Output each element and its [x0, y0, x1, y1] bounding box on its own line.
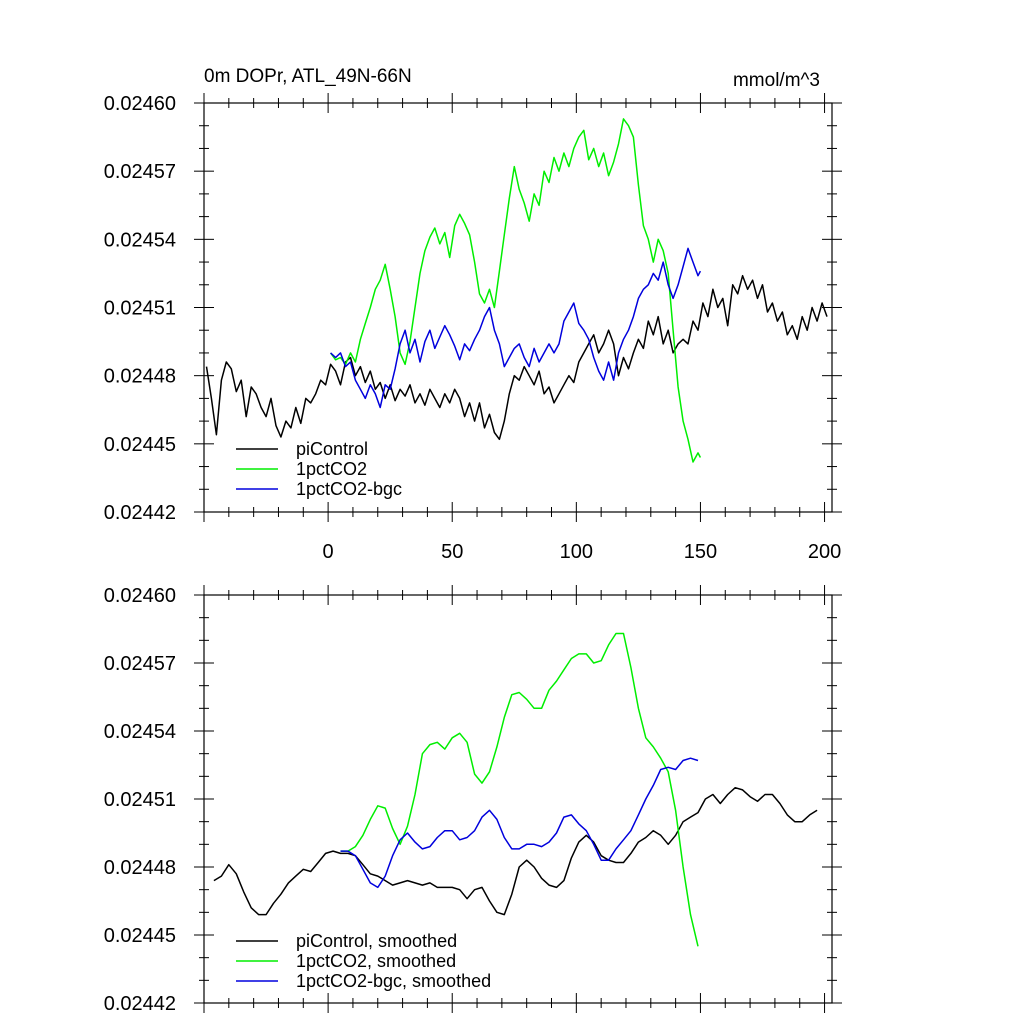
series-line	[340, 632, 699, 947]
legend-label: 1pctCO2-bgc	[296, 479, 402, 499]
y-tick-label: 0.02442	[104, 502, 176, 524]
y-tick-label: 0.02448	[104, 857, 176, 879]
y-tick-label: 0.02445	[104, 434, 176, 456]
y-tick-label: 0.02454	[104, 721, 176, 743]
x-tick-label: 50	[441, 541, 463, 563]
x-tick-label: 100	[560, 541, 593, 563]
y-tick-label: 0.02448	[104, 366, 176, 388]
legend-label: 1pctCO2, smoothed	[296, 951, 456, 971]
chart-panel-top: 0m DOPr, ATL_49N-66N mmol/m^3 0.02442 0.0…	[104, 66, 842, 563]
legend-label: piControl	[296, 439, 368, 459]
legend-label: 1pctCO2	[296, 459, 367, 479]
series-line	[330, 247, 702, 409]
y-tick-label: 0.02451	[104, 298, 176, 320]
x-tick-label: 200	[808, 541, 841, 563]
chart-title: 0m DOPr, ATL_49N-66N	[204, 66, 412, 87]
legend-label: piControl, smoothed	[296, 931, 457, 951]
chart-panel-bottom: 0.02442 0.02445 0.02448 0.02451 0.02454 0.024…	[104, 585, 842, 1015]
chart-units-label: mmol/m^3	[733, 70, 820, 91]
x-tick-label: 0	[323, 541, 334, 563]
series-line	[213, 786, 818, 916]
x-tick-label: 150	[684, 541, 717, 563]
legend-label: 1pctCO2-bgc, smoothed	[296, 971, 491, 991]
y-tick-label: 0.02451	[104, 789, 176, 811]
y-tick-label: 0.02460	[104, 93, 176, 115]
y-tick-label: 0.02460	[104, 585, 176, 607]
y-tick-label: 0.02442	[104, 993, 176, 1015]
y-tick-label: 0.02445	[104, 925, 176, 947]
y-tick-label: 0.02457	[104, 653, 176, 675]
series-line	[205, 274, 828, 441]
series-line	[329, 118, 702, 463]
y-tick-label: 0.02454	[104, 229, 176, 251]
y-tick-label: 0.02457	[104, 161, 176, 183]
series-line	[340, 757, 699, 889]
